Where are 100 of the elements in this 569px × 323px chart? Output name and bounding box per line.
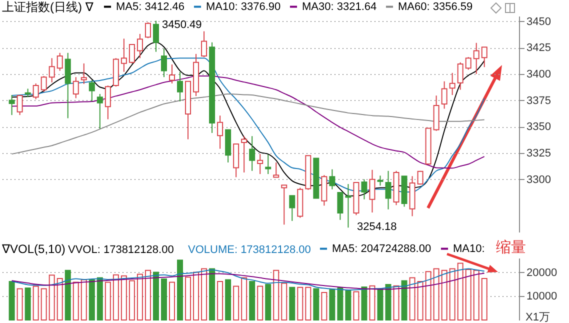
bar: [152, 272, 159, 320]
bar: [225, 279, 232, 320]
candlestick: [8, 94, 15, 116]
bar: [425, 271, 432, 320]
y-tick-label: 3400: [526, 68, 551, 80]
bar: [481, 278, 488, 320]
bar: [449, 268, 456, 320]
y-tick-label: 10000: [526, 290, 558, 303]
candlestick: [56, 52, 63, 72]
y-tick-label: 3300: [526, 174, 551, 186]
y-tick-label: 3375: [526, 94, 551, 107]
chart-title: 上证指数(日线) ∇: [2, 0, 94, 14]
bar: [217, 280, 224, 320]
text: 缩量: [496, 239, 526, 256]
legend-label: MA5: 3412.46: [116, 0, 184, 13]
candlestick: [481, 46, 488, 68]
bar: [80, 279, 87, 320]
bar: [104, 282, 111, 320]
bar: [257, 286, 264, 320]
candlestick: [337, 192, 344, 220]
y-tick-label: 3325: [526, 147, 551, 160]
candlestick: [72, 76, 79, 99]
candlestick: [96, 93, 103, 130]
bar: [168, 282, 175, 320]
candlestick: [449, 72, 456, 96]
legend-label: MA10:: [453, 242, 485, 255]
candlestick: [241, 136, 248, 173]
bar: [385, 284, 392, 320]
legend-label: MA10: 3376.90: [206, 0, 281, 13]
bar: [48, 274, 55, 320]
bar: [120, 275, 127, 320]
bar: [177, 260, 184, 320]
bar: [281, 282, 288, 320]
bar: [473, 270, 480, 320]
candlestick: [249, 136, 256, 172]
y-tick-label: 20000: [526, 266, 558, 279]
bar: [32, 286, 39, 320]
legend-label: MA5: 204724288.00: [332, 242, 432, 255]
bar: [8, 280, 15, 320]
bar: [409, 277, 416, 320]
chart-title: ∇VOL(5,10): [1, 242, 66, 256]
bar: [369, 285, 376, 320]
bar: [265, 284, 272, 320]
candlestick: [16, 94, 23, 116]
candlestick: [329, 168, 336, 190]
candlestick: [281, 184, 288, 226]
bar: [289, 286, 296, 320]
candlestick: [345, 184, 352, 228]
line-series: [11, 76, 485, 169]
bar: [297, 286, 304, 320]
candlestick: [233, 144, 240, 178]
candlestick: [441, 80, 448, 110]
bar: [377, 288, 384, 320]
candlestick: [40, 76, 47, 92]
candlestick: [465, 56, 472, 70]
bar: [417, 280, 424, 320]
bar: [273, 270, 280, 320]
line-series: [11, 268, 485, 290]
y-tick-label: 3350: [526, 121, 551, 134]
bar: [56, 278, 63, 320]
bar: [441, 270, 448, 320]
bar: [88, 279, 95, 320]
candlestick: [144, 22, 151, 39]
bar: [457, 262, 464, 320]
legend-label: MA30: 3321.64: [302, 0, 377, 13]
candlestick: [257, 154, 264, 175]
annotation: 3254.18: [357, 221, 397, 233]
candlestick: [369, 169, 376, 214]
bar: [112, 274, 119, 320]
bar: [393, 285, 400, 320]
bar: [209, 268, 216, 320]
legend-label: MA60: 3356.59: [398, 0, 473, 13]
candlestick: [177, 71, 184, 102]
candlestick: [289, 195, 296, 222]
bar: [353, 291, 360, 320]
candlestick: [265, 154, 272, 175]
y-tick-label: 3425: [526, 42, 551, 54]
candlestick: [377, 175, 384, 186]
candlestick: [128, 44, 135, 64]
candlestick: [120, 38, 127, 72]
candlestick: [473, 42, 480, 74]
bar: [144, 270, 151, 320]
candlestick: [168, 64, 175, 84]
candlestick: [457, 62, 464, 90]
candlestick: [80, 62, 87, 84]
candlestick: [48, 58, 55, 83]
bar: [401, 280, 408, 320]
candlestick: [217, 115, 224, 150]
bar: [465, 268, 472, 320]
bar: [160, 278, 167, 320]
bar: [337, 288, 344, 320]
bar: [193, 272, 200, 320]
y-tick-label: 3450: [526, 16, 551, 28]
candlestick: [385, 170, 392, 210]
bar: [24, 288, 31, 320]
text: VOLUME: 173812128.00: [188, 244, 311, 256]
bar: [433, 268, 440, 320]
bar: [249, 280, 256, 320]
bar: [16, 288, 23, 320]
bar: [128, 280, 135, 320]
